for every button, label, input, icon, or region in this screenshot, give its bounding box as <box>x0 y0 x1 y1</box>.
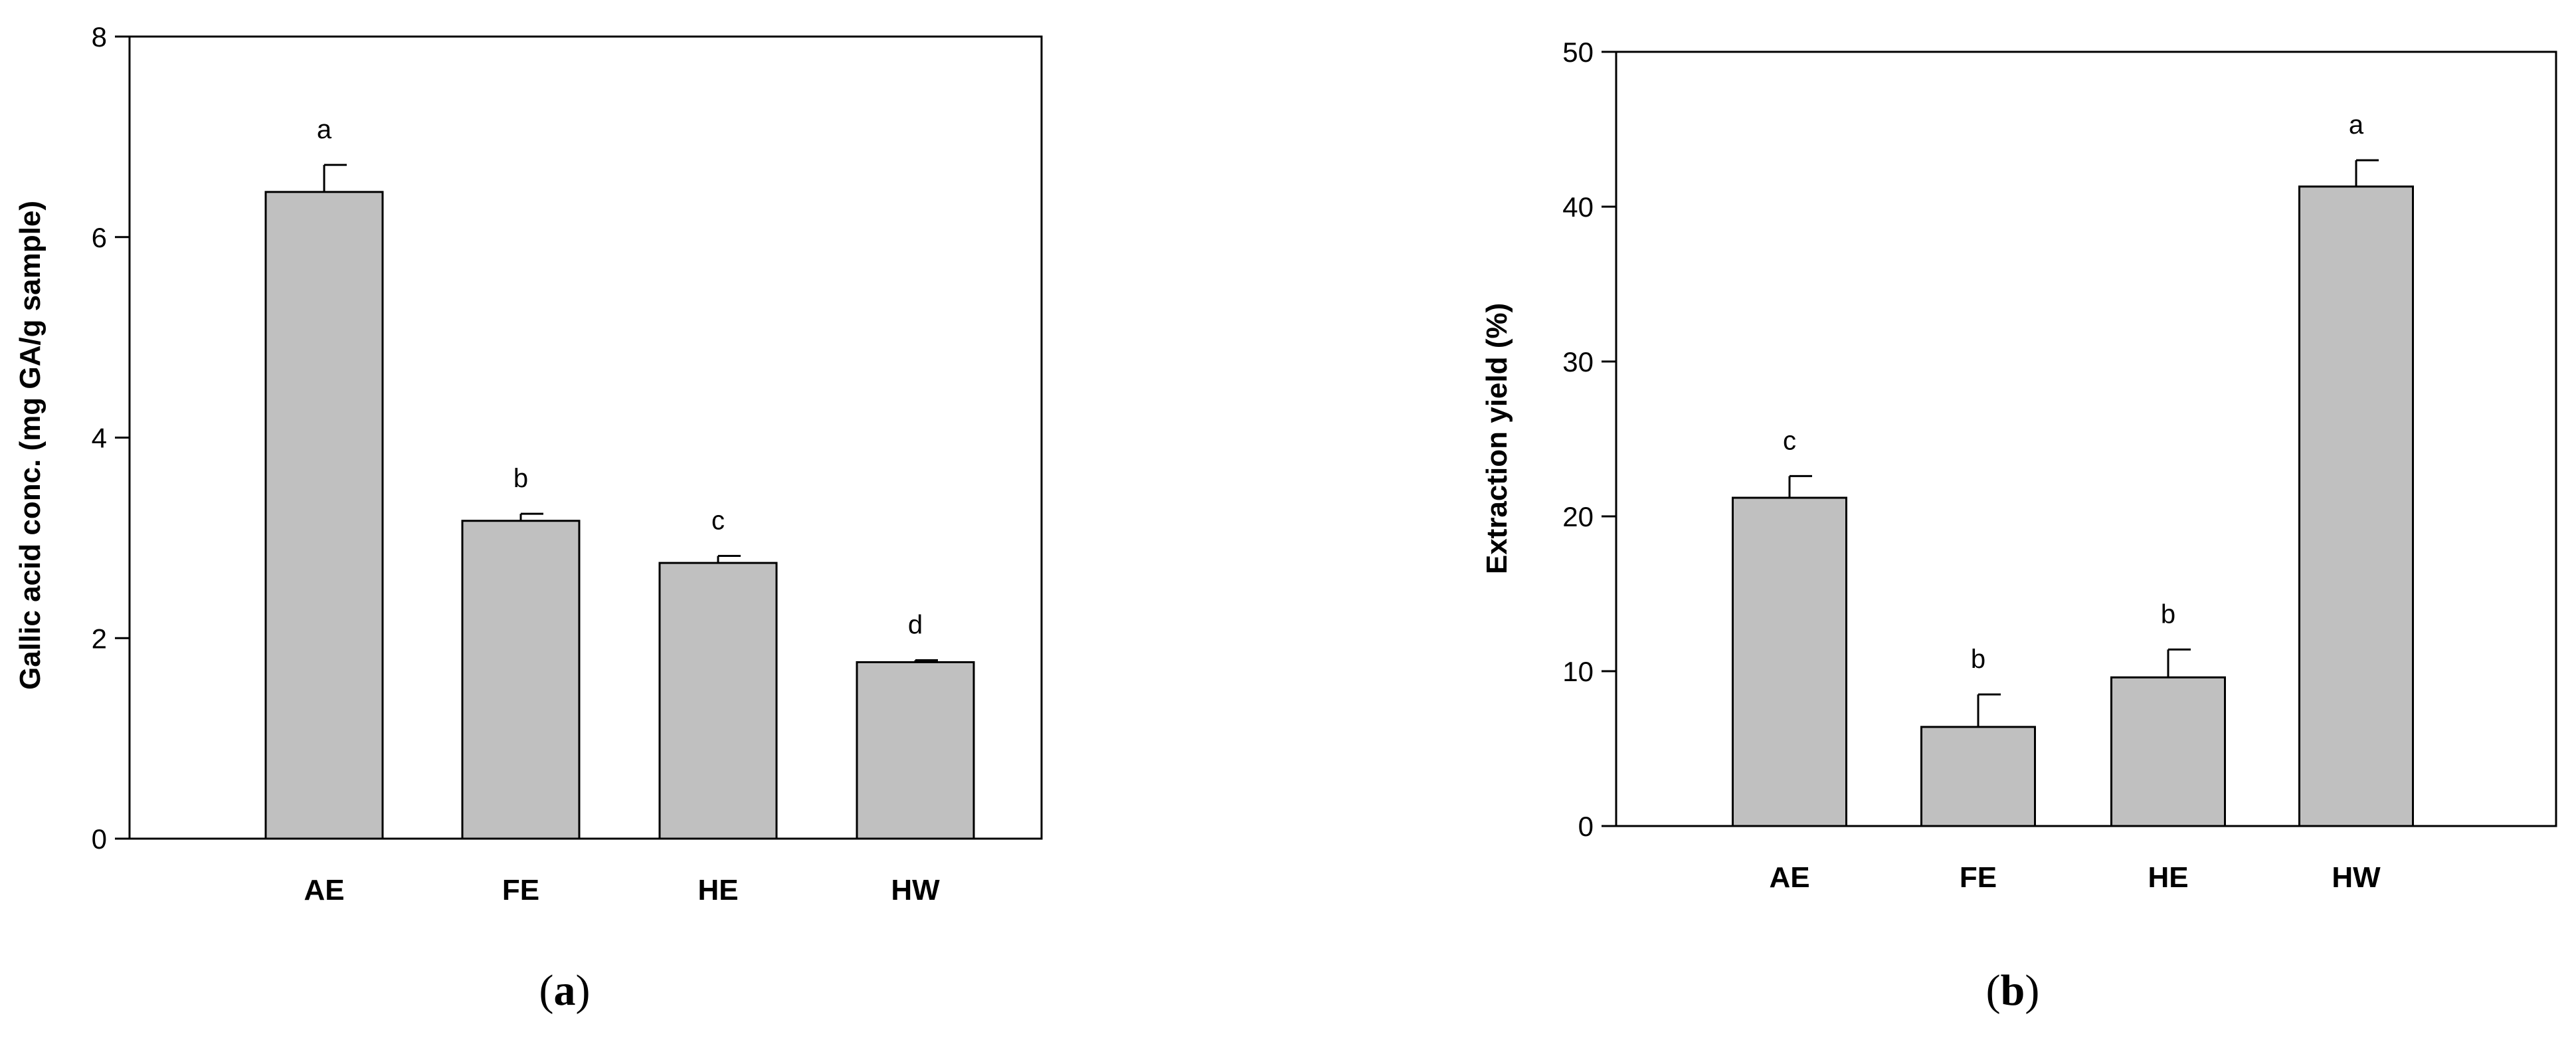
panel-label-b: (b) <box>1986 966 2040 1015</box>
plot-frame <box>1615 51 2557 827</box>
bar <box>1732 496 1847 827</box>
bar <box>1920 726 2036 827</box>
y-axis-title: Gallic acid conc. (mg GA/g sample) <box>14 201 46 690</box>
bar <box>2298 185 2414 827</box>
y-tick-label: 8 <box>92 21 107 52</box>
x-tick-label: HE <box>697 874 738 906</box>
panel-label-letter: b <box>2001 966 2025 1015</box>
significance-label: b <box>513 464 528 493</box>
x-tick-label: HE <box>2148 861 2188 894</box>
y-tick-label: 0 <box>92 823 107 855</box>
y-tick-label: 10 <box>1562 656 1594 687</box>
significance-label: a <box>2349 110 2364 140</box>
bar <box>461 520 581 840</box>
significance-label: d <box>908 610 923 639</box>
bar <box>2110 676 2226 827</box>
significance-label: b <box>2161 599 2175 629</box>
y-tick-label: 50 <box>1562 37 1594 68</box>
significance-label: b <box>1971 645 1985 674</box>
x-tick-label: HW <box>891 874 940 906</box>
chart-panel-a: Gallic acid conc. (mg GA/g sample) (a) 0… <box>14 21 1043 1015</box>
significance-label: c <box>711 506 725 536</box>
y-tick-label: 20 <box>1562 501 1594 532</box>
chart-panel-b: Extraction yield (%) (b) 0 10 20 30 40 50 c AE b… <box>1481 37 2557 1015</box>
bar <box>264 191 384 840</box>
x-tick-label: FE <box>502 874 539 906</box>
significance-label: c <box>1783 426 1796 455</box>
y-tick-label: 4 <box>92 423 107 454</box>
panel-label-a: (a) <box>539 966 591 1015</box>
y-tick-label: 0 <box>1578 811 1594 842</box>
y-tick-label: 40 <box>1562 191 1594 223</box>
x-tick-label: HW <box>2332 861 2381 894</box>
y-tick-label: 6 <box>92 222 107 253</box>
x-tick-label: AE <box>304 874 344 906</box>
significance-label: a <box>317 115 332 144</box>
x-tick-label: AE <box>1769 861 1809 894</box>
y-tick-label: 30 <box>1562 346 1594 377</box>
bar <box>856 661 975 840</box>
y-axis-title: Extraction yield (%) <box>1481 303 1513 574</box>
bar <box>658 562 778 840</box>
panel-label-letter: a <box>554 966 576 1015</box>
x-tick-label: FE <box>1960 861 1997 894</box>
y-tick-label: 2 <box>92 623 107 654</box>
